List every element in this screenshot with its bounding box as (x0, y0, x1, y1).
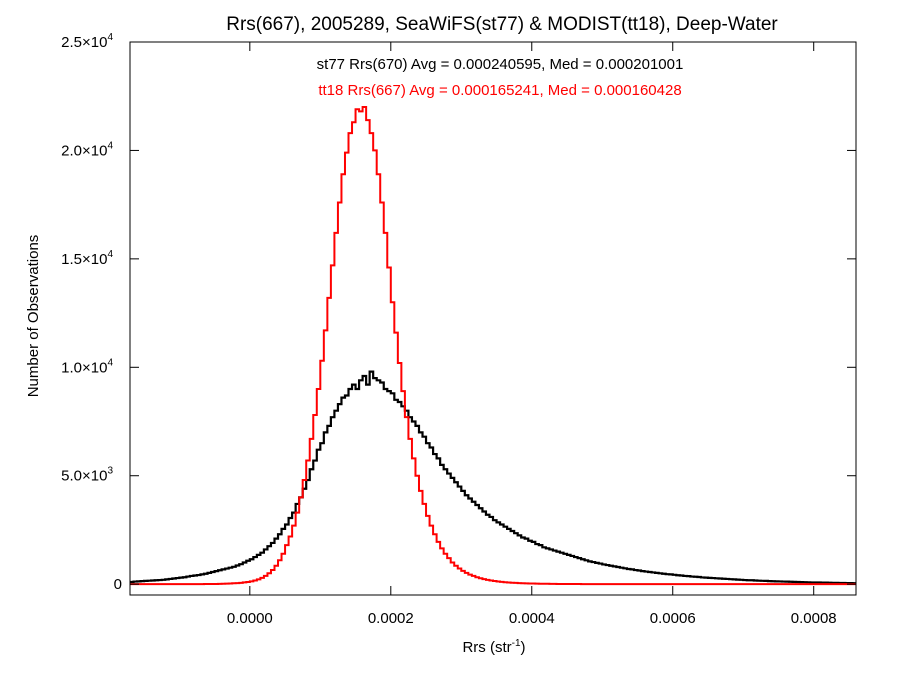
series-line-tt18 (130, 106, 856, 586)
y-tick-label: 2.5×104 (61, 32, 113, 51)
y-tick-label: 5.0×103 (61, 466, 113, 485)
x-tick-label: 0.0006 (650, 610, 696, 627)
x-tick-label: 0.0004 (509, 610, 555, 627)
chart-title: Rrs(667), 2005289, SeaWiFS(st77) & MODIS… (226, 14, 778, 35)
x-tick-label: 0.0000 (227, 610, 273, 627)
plot-frame (129, 41, 857, 596)
y-tick-label: 1.5×104 (61, 249, 113, 268)
plot-area (130, 106, 856, 586)
legend-stats-st77: st77 Rrs(670) Avg = 0.000240595, Med = 0… (317, 56, 684, 73)
y-axis: 0 5.0×103 1.0×104 1.5×104 2.0×104 2.5×104 (61, 32, 856, 593)
series-line-st77 (130, 370, 856, 585)
x-tick-label: 0.0002 (368, 610, 414, 627)
y-tick-label: 0 (114, 576, 122, 593)
y-axis-label: Number of Observations (25, 235, 42, 398)
y-tick-label: 2.0×104 (61, 140, 113, 159)
legend-stats-tt18: tt18 Rrs(667) Avg = 0.000165241, Med = 0… (318, 82, 681, 99)
x-tick-label: 0.0008 (791, 610, 837, 627)
x-axis: 0.0000 0.0002 0.0004 0.0006 0.0008 (227, 42, 837, 627)
y-tick-label: 1.0×104 (61, 357, 113, 376)
x-axis-label: Rrs (str-1) (462, 638, 525, 656)
